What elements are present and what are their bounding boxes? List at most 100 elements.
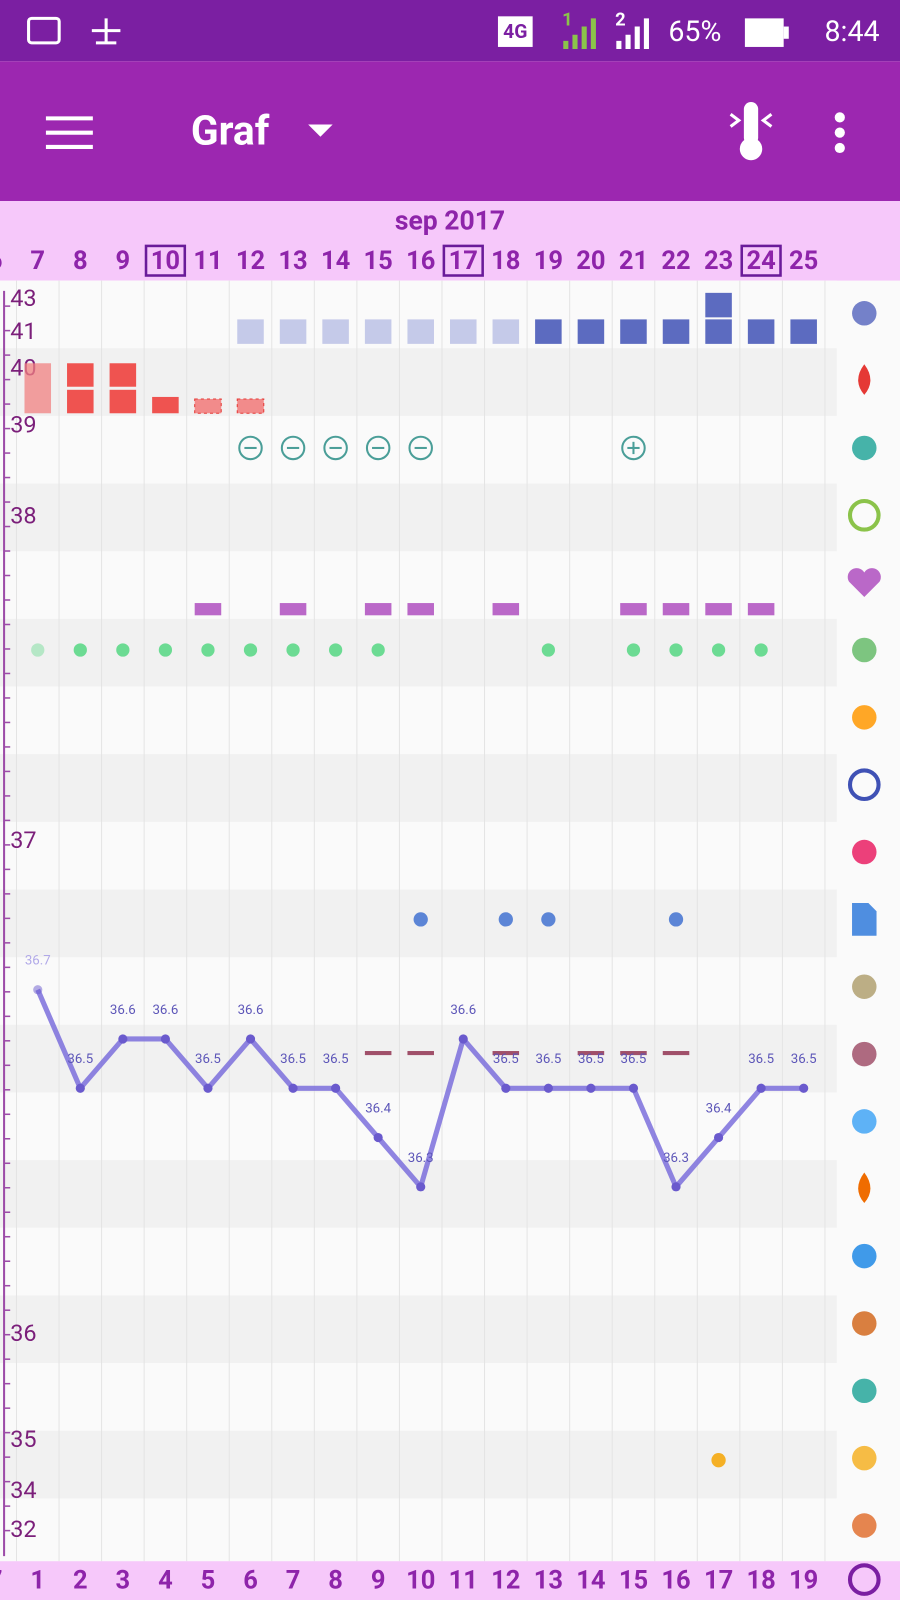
date-label: 18 [491, 246, 520, 276]
date-label: 15 [364, 246, 393, 276]
cycle-day-label: 9 [371, 1565, 386, 1595]
row-icon [858, 364, 871, 395]
thermo-bulb [739, 137, 763, 161]
intercourse [620, 603, 647, 616]
menu-button[interactable] [45, 116, 93, 149]
test-result [408, 435, 433, 461]
row-icon [852, 705, 877, 730]
row-icon [852, 903, 877, 936]
cycle-day-label: 2 [73, 1565, 88, 1595]
intercourse [492, 603, 520, 616]
ovulation-test [450, 319, 477, 344]
ovulation-test [535, 319, 562, 344]
axis-label: 39 [10, 411, 36, 439]
cycle-day-label: 17 [704, 1565, 733, 1595]
cervix [577, 1051, 605, 1056]
mucus [73, 643, 87, 657]
temperature-point [458, 1034, 468, 1044]
ovulation-test [237, 319, 264, 344]
axis-label: 37 [10, 826, 36, 854]
date-header [0, 201, 900, 281]
temperature-point [331, 1083, 341, 1093]
ovulation-test [407, 319, 434, 344]
date-label: 6 [0, 246, 3, 276]
row-icon [852, 1445, 877, 1471]
mucus [31, 643, 45, 657]
date-label: 16 [406, 246, 435, 276]
cycle-day-label: 3 [116, 1565, 131, 1595]
date-box [740, 244, 782, 277]
intercourse [279, 603, 307, 616]
mucus [286, 643, 300, 657]
row-band [0, 754, 837, 822]
bleeding [24, 363, 52, 414]
date-box [144, 244, 187, 277]
temperature-label: 36.5 [621, 1052, 647, 1067]
row-band [0, 1024, 837, 1093]
overflow-menu[interactable] [834, 112, 845, 154]
cycle-day-label: 7 [286, 1565, 301, 1595]
row-icon [847, 568, 881, 597]
temperature-label: 36.5 [748, 1052, 774, 1067]
cervix [407, 1051, 434, 1056]
chart-layer: 6789101112131415161718192021222324257123… [0, 244, 881, 1596]
date-label: 21 [619, 246, 648, 276]
thermo-arrows [729, 113, 773, 128]
battery-percent: 65% [668, 14, 721, 48]
spotting [194, 398, 222, 414]
mucus [669, 643, 683, 657]
note [498, 912, 513, 927]
intercourse [747, 603, 775, 616]
ovulation-test [364, 319, 392, 344]
temperature-label: 36.6 [110, 1003, 136, 1018]
thermometer-button[interactable] [729, 102, 773, 161]
bleeding [109, 389, 137, 414]
dropdown-arrow[interactable] [308, 124, 333, 137]
date-label: 14 [321, 246, 350, 276]
ovulation-test [747, 319, 775, 344]
date-label: 12 [236, 246, 265, 276]
temperature-point [245, 1034, 256, 1044]
bleeding [67, 389, 94, 414]
row-band [0, 483, 837, 552]
temperature-point [288, 1083, 298, 1093]
temperature-point [756, 1083, 766, 1093]
note [541, 912, 556, 927]
note [668, 912, 684, 927]
row-icon [852, 1109, 877, 1134]
row-band [0, 1295, 837, 1364]
test-result [621, 435, 646, 461]
intercourse [705, 603, 732, 616]
dot [834, 142, 845, 154]
dot [834, 112, 845, 123]
date-label: 22 [661, 246, 690, 276]
axis-label: 38 [10, 502, 36, 530]
date-label: 24 [746, 246, 775, 276]
temperature-label: 36.7 [25, 954, 51, 969]
cervix [620, 1051, 647, 1056]
test-result [280, 435, 306, 461]
row-icon [852, 435, 877, 461]
cycle-day-label: 13 [534, 1565, 563, 1595]
sim1: 1 [562, 9, 573, 30]
temperature-point [713, 1132, 724, 1143]
app-title[interactable]: Graf [191, 106, 270, 154]
month-label: sep 2017 [395, 205, 505, 236]
ovulation-test [577, 319, 605, 344]
row-icon [852, 839, 877, 865]
temperature-label: 36.4 [365, 1101, 391, 1116]
temperature-point [373, 1132, 383, 1143]
ovulation-test [492, 319, 520, 344]
dot [834, 127, 845, 138]
symptom [711, 1453, 726, 1468]
date-label: 10 [151, 246, 180, 276]
temperature-point [586, 1083, 596, 1093]
cervix [364, 1051, 392, 1056]
cervix [662, 1051, 690, 1056]
axis-label: 43 [10, 284, 36, 312]
ovulation-test [322, 319, 349, 344]
row-icon [852, 1513, 877, 1538]
mucus [541, 643, 555, 657]
